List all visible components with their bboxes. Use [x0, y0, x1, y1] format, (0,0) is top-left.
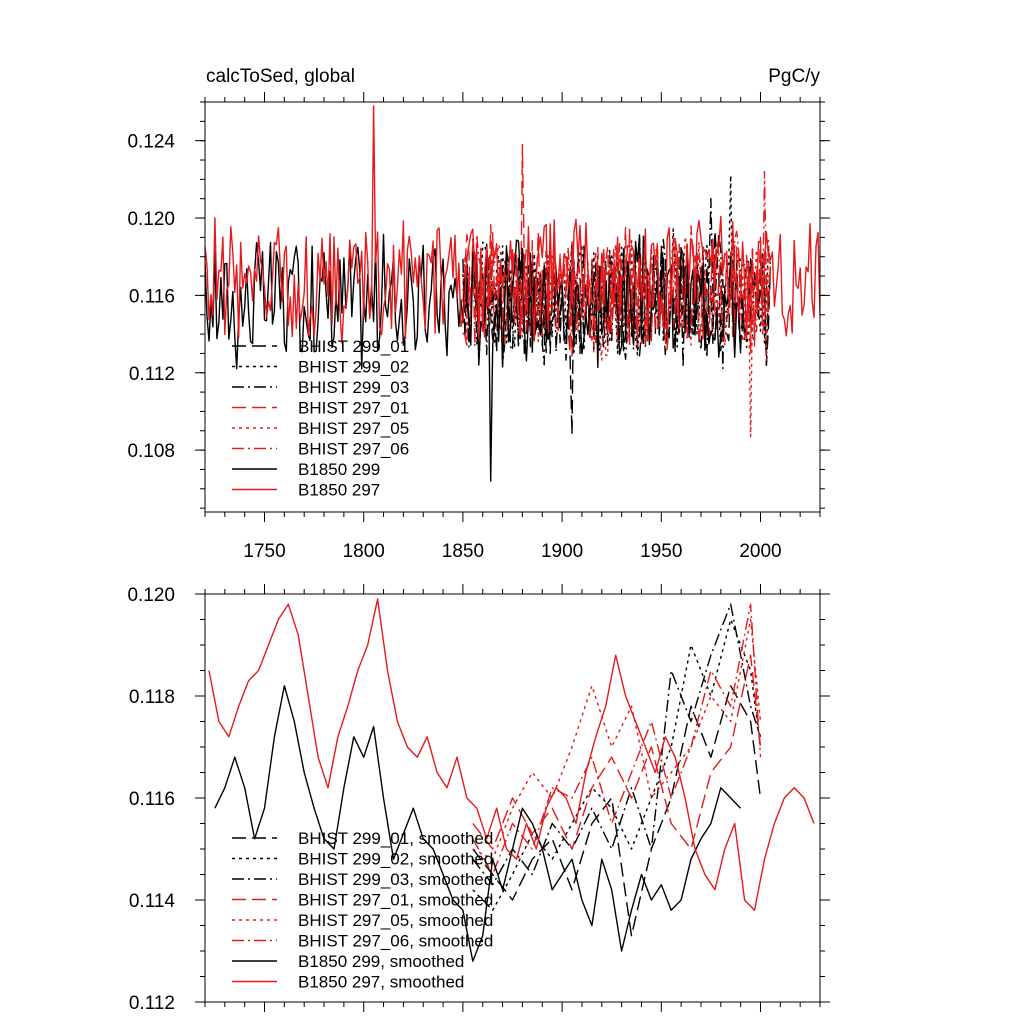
legend-label: B1850 299	[298, 460, 380, 479]
legend-label: BHIST 299_03, smoothed	[298, 870, 493, 889]
legend-label: BHIST 299_01, smoothed	[298, 829, 493, 848]
legend-label: BHIST 297_05	[298, 419, 409, 438]
y-tick-label: 0.114	[129, 891, 176, 912]
y-tick-label: 0.120	[127, 585, 175, 606]
top-axes: 1750 1800 1850 1900 1950 2000 0.108 0.112 0.116 0…	[127, 92, 830, 562]
series-bhist-299-03-smoothed	[472, 603, 762, 886]
x-tick-label: 1800	[343, 541, 385, 562]
series-bhist-299-02-smoothed	[472, 618, 762, 911]
top-title-left: calcToSed, global	[206, 66, 355, 87]
plot-frame	[204, 101, 821, 513]
top-series-group	[205, 105, 820, 482]
panel-bottom-smoothed: 0.112 0.114 0.116 0.118 0.120 BHIST 299_01, …	[127, 584, 830, 1014]
x-tick-label: 1750	[243, 541, 285, 562]
series-b1850-297-smoothed	[208, 598, 815, 911]
legend-label: BHIST 299_02	[298, 358, 409, 377]
series-bhist-297-01-smoothed	[472, 654, 762, 850]
y-tick-label: 0.116	[129, 286, 175, 307]
panel-top-timeseries: calcToSed, global PgC/y 1750 1800 1850 1900…	[127, 66, 830, 562]
bottom-legend: BHIST 299_01, smoothed BHIST 299_02, smoo…	[232, 829, 493, 992]
x-tick-label: 1850	[442, 541, 484, 562]
x-tick-label: 2000	[739, 541, 781, 562]
legend-label: B1850 297	[298, 481, 380, 500]
series-b1850-297	[205, 105, 820, 344]
series-b1850-299-smoothed	[214, 685, 742, 962]
y-tick-label: 0.108	[127, 441, 175, 462]
legend-label: BHIST 297_06	[298, 440, 409, 459]
x-tick-label: 1950	[640, 541, 682, 562]
series-bhist-299-01-smoothed	[472, 685, 762, 937]
y-tick-label: 0.118	[129, 687, 175, 708]
y-tick-label: 0.116	[129, 789, 175, 810]
y-tick-label: 0.124	[127, 132, 175, 153]
y-tick-label: 0.112	[129, 364, 175, 385]
x-tick-label: 1900	[541, 541, 583, 562]
bottom-axes: 0.112 0.114 0.116 0.118 0.120	[127, 584, 830, 1014]
y-tick-label: 0.120	[127, 209, 175, 230]
series-bhist-297-06	[462, 170, 772, 358]
legend-label: B1850 297, smoothed	[298, 973, 464, 992]
legend-label: BHIST 299_01	[298, 337, 409, 356]
legend-label: BHIST 297_01, smoothed	[298, 891, 493, 910]
legend-label: BHIST 299_03	[298, 378, 409, 397]
legend-label: BHIST 297_05, smoothed	[298, 911, 493, 930]
legend-label: BHIST 299_02, smoothed	[298, 850, 493, 869]
legend-label: BHIST 297_06, smoothed	[298, 932, 493, 951]
legend-label: B1850 299, smoothed	[298, 952, 464, 971]
bottom-series-group	[208, 598, 815, 962]
series-bhist-297-05-smoothed	[472, 618, 762, 860]
series-bhist-297-05	[462, 236, 772, 438]
series-b1850-299	[205, 233, 742, 482]
top-title-right: PgC/y	[768, 66, 820, 87]
legend-label: BHIST 297_01	[298, 399, 409, 418]
y-tick-label: 0.112	[129, 993, 175, 1014]
